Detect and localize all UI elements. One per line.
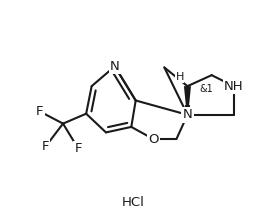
Text: N: N: [110, 60, 120, 73]
Text: F: F: [75, 142, 82, 155]
Text: F: F: [36, 105, 44, 118]
Text: O: O: [148, 132, 159, 146]
Text: NH: NH: [224, 80, 244, 93]
Text: H: H: [176, 72, 184, 82]
Polygon shape: [184, 86, 191, 115]
Text: N: N: [183, 108, 192, 121]
Text: &1: &1: [199, 85, 213, 95]
Text: F: F: [42, 140, 49, 153]
Text: HCl: HCl: [122, 196, 145, 209]
